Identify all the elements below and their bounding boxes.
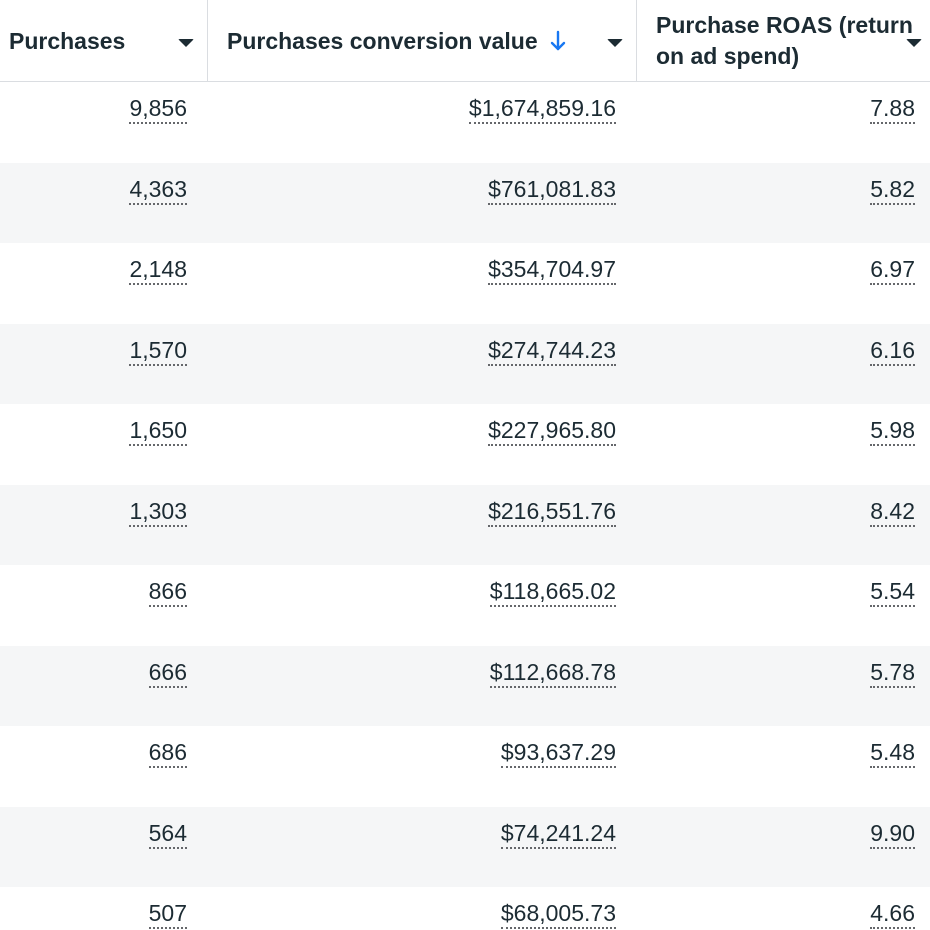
conversion-value-cell: $1,674,859.16 xyxy=(208,82,637,163)
conversion-value-cell: $93,637.29 xyxy=(208,726,637,807)
purchases-cell-value[interactable]: 866 xyxy=(148,578,187,607)
conversion-value-cell-value[interactable]: $112,668.78 xyxy=(489,658,616,688)
conversion-value-cell: $227,965.80 xyxy=(208,404,637,485)
conversion-value-cell-value[interactable]: $761,081.83 xyxy=(488,175,616,205)
conversion-value-cell: $112,668.78 xyxy=(208,646,637,727)
roas-cell: 5.98 xyxy=(637,404,930,485)
roas-cell: 5.48 xyxy=(637,726,930,807)
table-row: 2,148 $354,704.97 6.97 xyxy=(0,243,930,324)
purchases-cell-value[interactable]: 4,363 xyxy=(129,175,187,205)
roas-cell-value[interactable]: 5.48 xyxy=(870,739,915,768)
table-row: 866 $118,665.02 5.54 xyxy=(0,565,930,646)
arrow-down-icon[interactable] xyxy=(550,29,566,53)
table-row: 666 $112,668.78 5.78 xyxy=(0,645,930,727)
conversion-value-cell-value[interactable]: $68,005.73 xyxy=(500,900,616,929)
roas-cell-value[interactable]: 5.82 xyxy=(870,175,915,205)
roas-cell: 8.42 xyxy=(637,485,930,566)
roas-cell: 4.66 xyxy=(637,887,930,930)
purchases-cell-value[interactable]: 2,148 xyxy=(129,256,187,285)
purchases-cell: 2,148 xyxy=(0,243,208,324)
column-header-label: Purchases conversion value xyxy=(227,27,538,54)
column-header-conversion-value[interactable]: Purchases conversion value xyxy=(208,0,637,82)
table-row: 686 $93,637.29 5.48 xyxy=(0,726,930,807)
roas-cell-value[interactable]: 7.88 xyxy=(870,95,915,124)
column-header-label: Purchase ROAS (return on ad spend) xyxy=(656,12,913,69)
conversion-value-cell-value[interactable]: $74,241.24 xyxy=(500,819,616,849)
chevron-down-icon[interactable] xyxy=(178,39,194,47)
roas-cell: 5.82 xyxy=(637,163,930,244)
table-row: 564 $74,241.24 9.90 xyxy=(0,806,930,888)
purchases-cell: 686 xyxy=(0,726,208,807)
roas-cell: 5.78 xyxy=(637,646,930,727)
roas-cell-value[interactable]: 5.54 xyxy=(870,578,915,607)
column-header-label: Purchases xyxy=(9,27,126,54)
purchases-cell: 9,856 xyxy=(0,82,208,163)
roas-cell: 5.54 xyxy=(637,565,930,646)
roas-cell-value[interactable]: 5.98 xyxy=(870,417,915,446)
roas-cell-value[interactable]: 9.90 xyxy=(870,819,915,849)
roas-cell: 6.16 xyxy=(637,324,930,405)
roas-cell: 9.90 xyxy=(637,807,930,888)
conversion-value-cell-value[interactable]: $274,744.23 xyxy=(488,336,616,366)
table-row: 507 $68,005.73 4.66 xyxy=(0,887,930,930)
chevron-down-icon[interactable] xyxy=(607,39,623,47)
table-row: 4,363 $761,081.83 5.82 xyxy=(0,162,930,244)
conversion-value-cell: $118,665.02 xyxy=(208,565,637,646)
purchases-cell: 564 xyxy=(0,807,208,888)
table-row: 9,856 $1,674,859.16 7.88 xyxy=(0,82,930,163)
table-row: 1,303 $216,551.76 8.42 xyxy=(0,484,930,566)
roas-cell: 7.88 xyxy=(637,82,930,163)
conversion-value-cell-value[interactable]: $93,637.29 xyxy=(500,739,616,768)
roas-cell-value[interactable]: 6.16 xyxy=(870,336,915,366)
purchases-cell: 1,303 xyxy=(0,485,208,566)
conversion-value-cell-value[interactable]: $1,674,859.16 xyxy=(468,95,616,124)
purchases-cell: 1,650 xyxy=(0,404,208,485)
roas-cell: 6.97 xyxy=(637,243,930,324)
purchases-cell: 866 xyxy=(0,565,208,646)
roas-cell-value[interactable]: 8.42 xyxy=(870,497,915,527)
conversion-value-cell-value[interactable]: $216,551.76 xyxy=(488,497,616,527)
conversion-value-cell: $74,241.24 xyxy=(208,807,637,888)
purchases-cell-value[interactable]: 1,650 xyxy=(129,417,187,446)
purchases-cell-value[interactable]: 686 xyxy=(148,739,187,768)
purchases-cell-value[interactable]: 1,570 xyxy=(129,336,187,366)
purchases-cell-value[interactable]: 666 xyxy=(148,658,187,688)
purchases-cell: 1,570 xyxy=(0,324,208,405)
conversion-value-cell: $216,551.76 xyxy=(208,485,637,566)
conversion-value-cell-value[interactable]: $354,704.97 xyxy=(488,256,616,285)
purchases-cell-value[interactable]: 507 xyxy=(148,900,187,929)
purchases-cell-value[interactable]: 9,856 xyxy=(129,95,187,124)
purchases-cell-value[interactable]: 564 xyxy=(148,819,187,849)
purchases-cell: 507 xyxy=(0,887,208,930)
conversion-value-cell-value[interactable]: $227,965.80 xyxy=(488,417,616,446)
purchases-cell-value[interactable]: 1,303 xyxy=(129,497,187,527)
column-header-roas[interactable]: Purchase ROAS (return on ad spend) xyxy=(637,0,930,82)
column-header-purchases[interactable]: Purchases xyxy=(0,0,208,82)
conversion-value-cell: $68,005.73 xyxy=(208,887,637,930)
roas-cell-value[interactable]: 4.66 xyxy=(870,900,915,929)
purchases-cell: 666 xyxy=(0,646,208,727)
conversion-value-cell: $761,081.83 xyxy=(208,163,637,244)
chevron-down-icon[interactable] xyxy=(906,39,922,47)
roas-cell-value[interactable]: 6.97 xyxy=(870,256,915,285)
roas-cell-value[interactable]: 5.78 xyxy=(870,658,915,688)
table-row: 1,650 $227,965.80 5.98 xyxy=(0,404,930,485)
purchases-cell: 4,363 xyxy=(0,163,208,244)
table-row: 1,570 $274,744.23 6.16 xyxy=(0,323,930,405)
conversion-value-cell-value[interactable]: $118,665.02 xyxy=(489,578,616,607)
table-body: 9,856 $1,674,859.16 7.88 4,363 $761,081.83 5.… xyxy=(0,82,930,930)
conversion-value-cell: $274,744.23 xyxy=(208,324,637,405)
conversion-value-cell: $354,704.97 xyxy=(208,243,637,324)
table-header: Purchases Purchases conversion value Pur… xyxy=(0,0,930,82)
